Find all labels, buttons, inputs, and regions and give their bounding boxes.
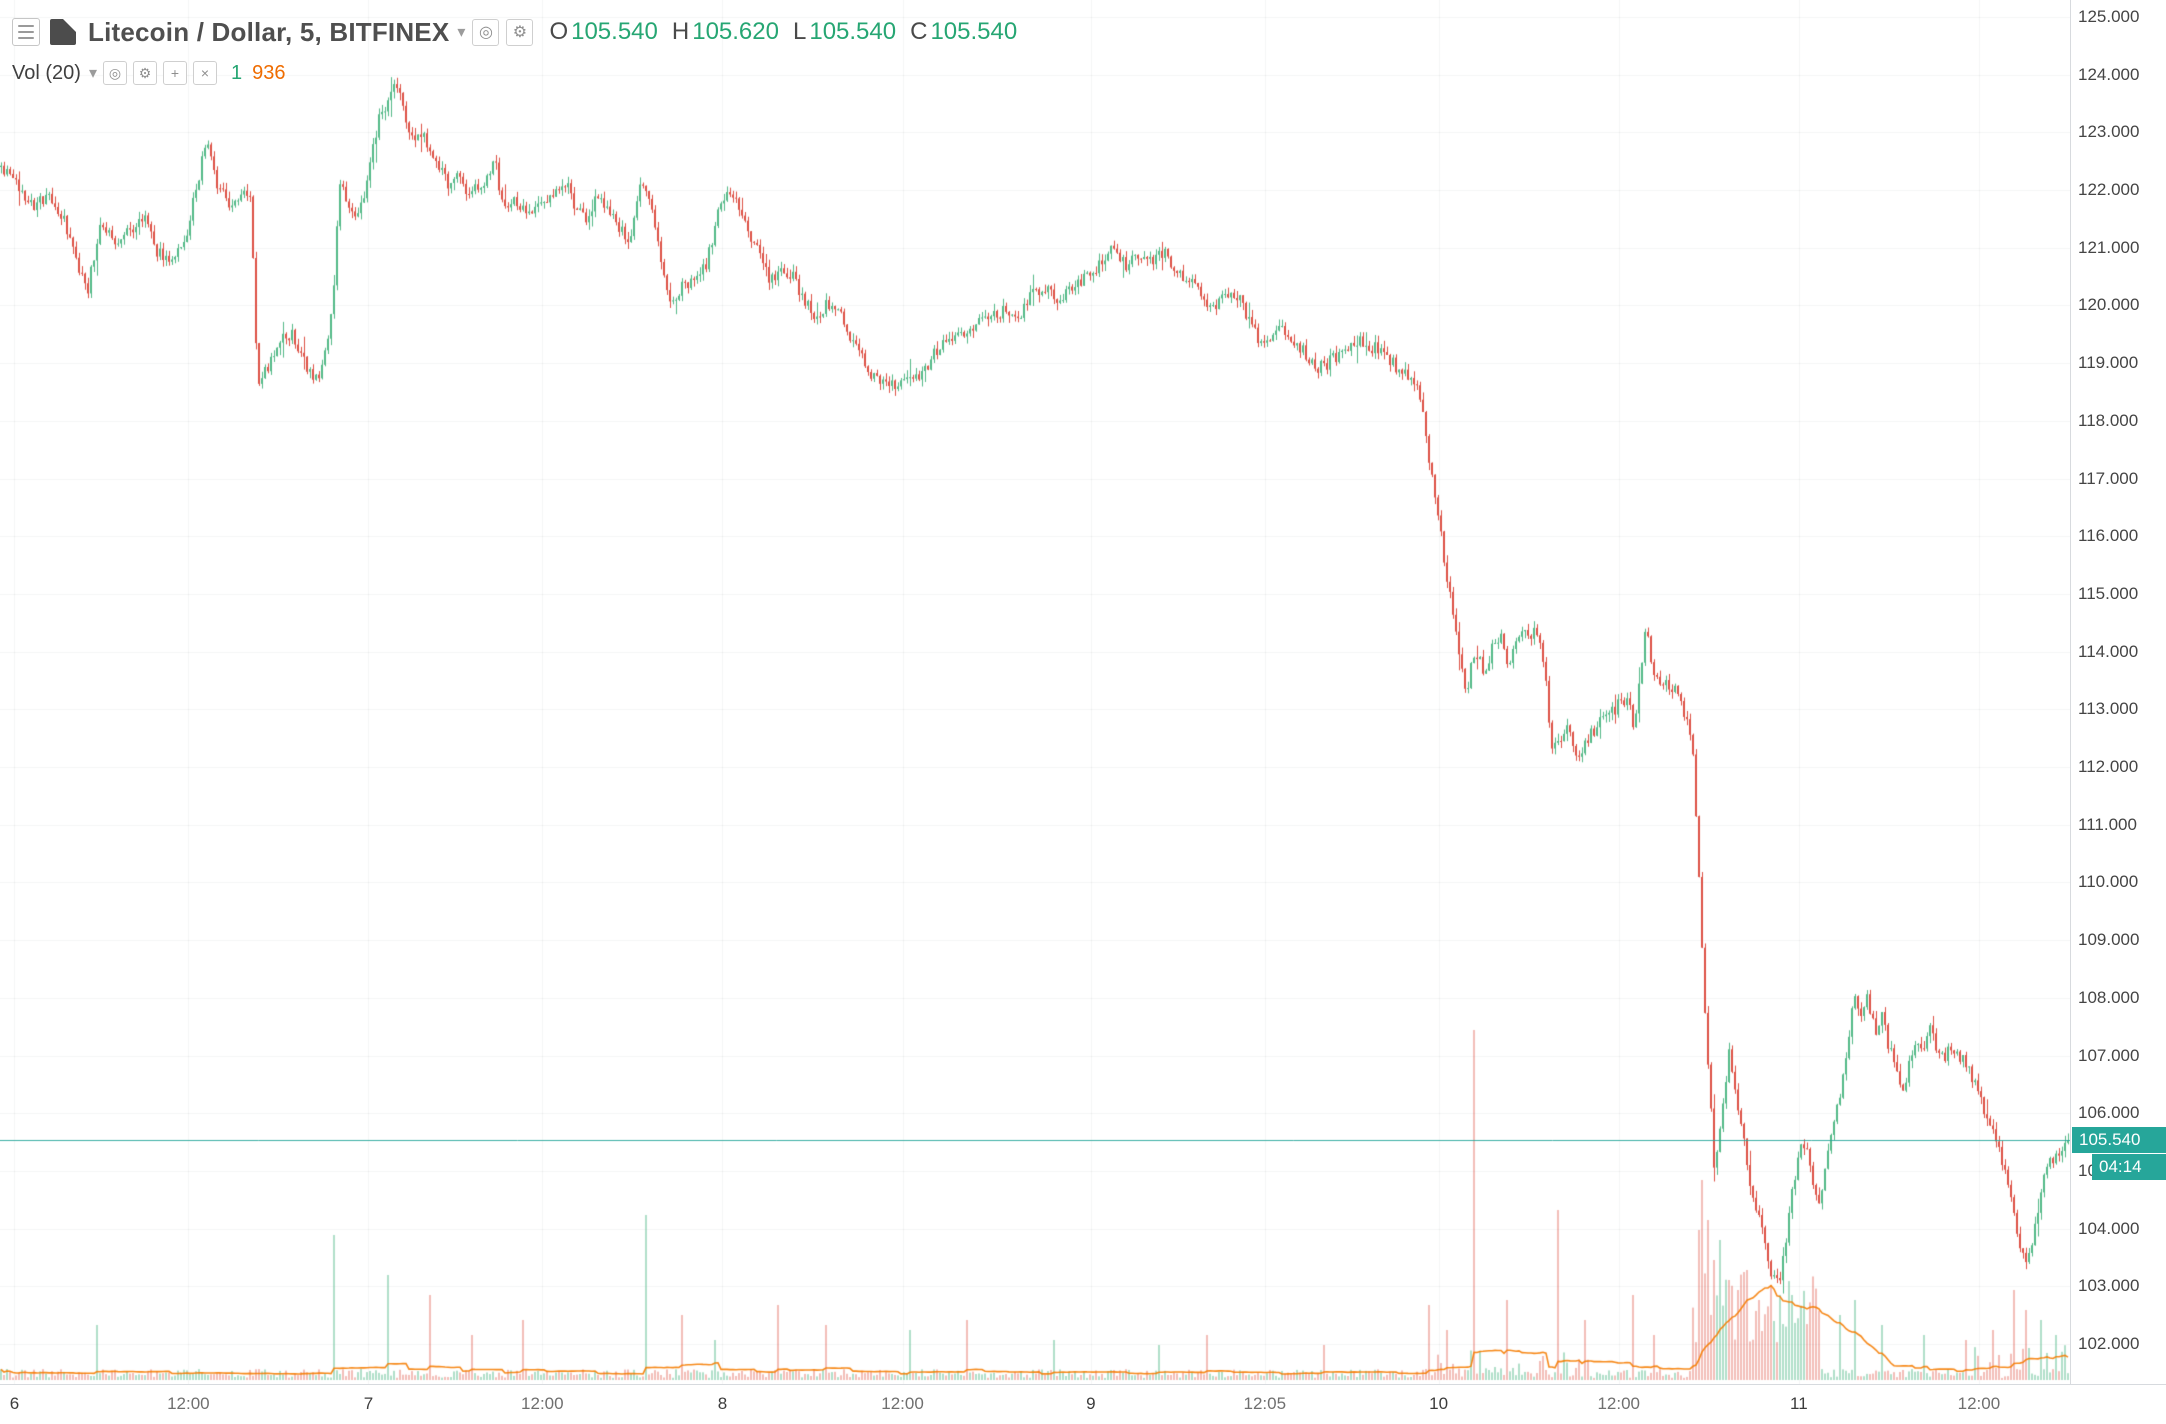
bar-countdown-badge: 04:14 [2092,1153,2166,1180]
series-visibility-icon[interactable]: ◎ [472,18,500,46]
candlestick-chart-canvas[interactable] [0,0,2070,1384]
time-tick-label: 6 [9,1394,20,1413]
price-tick-label: 112.000 [2078,757,2139,777]
price-tick-label: 111.000 [2078,814,2137,834]
price-tick-label: 113.000 [2078,699,2139,719]
series-settings-icon[interactable]: ⚙ [506,18,534,46]
logo-icon[interactable] [50,19,76,45]
price-tick-label: 119.000 [2078,353,2139,373]
time-tick-label: 10 [1429,1394,1449,1413]
time-tick-label: 12:00 [521,1394,564,1413]
price-tick-label: 123.000 [2078,122,2140,142]
time-tick-label: 8 [717,1394,728,1413]
price-tick-label: 116.000 [2078,526,2139,546]
price-tick-label: 104.000 [2078,1218,2140,1238]
time-tick-label: 9 [1086,1394,1096,1413]
price-tick-label: 107.000 [2078,1045,2140,1065]
price-tick-label: 102.000 [2078,1334,2140,1353]
indicator-visibility-icon[interactable]: ◎ [102,61,127,85]
time-tick-label: 12:00 [1597,1394,1641,1413]
symbol-title[interactable]: Litecoin / Dollar, 5, BITFINEX [88,16,450,47]
price-tick-label: 115.000 [2078,583,2139,603]
indicator-add-icon[interactable]: + [162,61,187,85]
high-value: 105.620 [692,18,779,45]
price-tick-label: 122.000 [2078,180,2140,200]
time-tick-label: 11 [1790,1394,1808,1413]
price-tick-label: 114.000 [2078,641,2139,661]
time-tick-label: 12:00 [167,1394,210,1413]
close-value: 105.540 [930,18,1018,45]
low-label: L [792,18,807,45]
open-value: 105.540 [571,18,658,45]
price-tick-label: 125.000 [2078,7,2140,26]
indicator-value-1: 1 [230,61,243,84]
menu-icon[interactable] [12,18,40,46]
indicator-settings-icon[interactable]: ⚙ [132,61,157,85]
time-axis[interactable]: 6 12:00 7 12:00 8 12:00 9 12:05 10 12:00 11 12:00 [0,1384,2166,1424]
time-tick-label: 12:00 [881,1394,924,1413]
price-tick-label: 124.000 [2078,64,2140,84]
indicator-dropdown-caret[interactable]: ▾ [88,65,97,82]
price-tick-label: 108.000 [2078,987,2140,1007]
price-tick-label: 109.000 [2078,930,2140,950]
price-tick-label: 106.000 [2078,1103,2140,1123]
indicator-label[interactable]: Vol (20) [12,61,81,84]
price-tick-label: 121.000 [2078,237,2140,257]
chart-legend: Litecoin / Dollar, 5, BITFINEX ▾ ◎ ⚙ O 1… [12,14,1017,88]
high-label: H [671,18,690,45]
symbol-dropdown-caret[interactable]: ▾ [457,24,466,41]
ohlc-readout: O 105.540 H 105.620 L 105.540 C 105.540 [549,18,1017,46]
current-price-badge: 105.540 [2072,1126,2166,1153]
low-value: 105.540 [809,18,897,45]
time-tick-label: 12:05 [1243,1394,1287,1413]
close-label: C [910,18,928,45]
price-tick-label: 117.000 [2078,468,2139,488]
indicator-value-2: 936 [252,61,286,84]
price-axis[interactable]: 125.000 124.000 123.000 122.000 121.000 120.0… [2070,0,2166,1384]
price-tick-label: 110.000 [2078,872,2139,892]
open-label: O [549,18,569,45]
price-tick-label: 120.000 [2078,295,2140,315]
price-tick-label: 118.000 [2078,410,2139,430]
time-tick-label: 7 [363,1394,374,1413]
indicator-close-icon[interactable]: × [192,61,217,85]
time-tick-label: 12:00 [1957,1394,2001,1413]
price-tick-label: 103.000 [2078,1276,2140,1296]
